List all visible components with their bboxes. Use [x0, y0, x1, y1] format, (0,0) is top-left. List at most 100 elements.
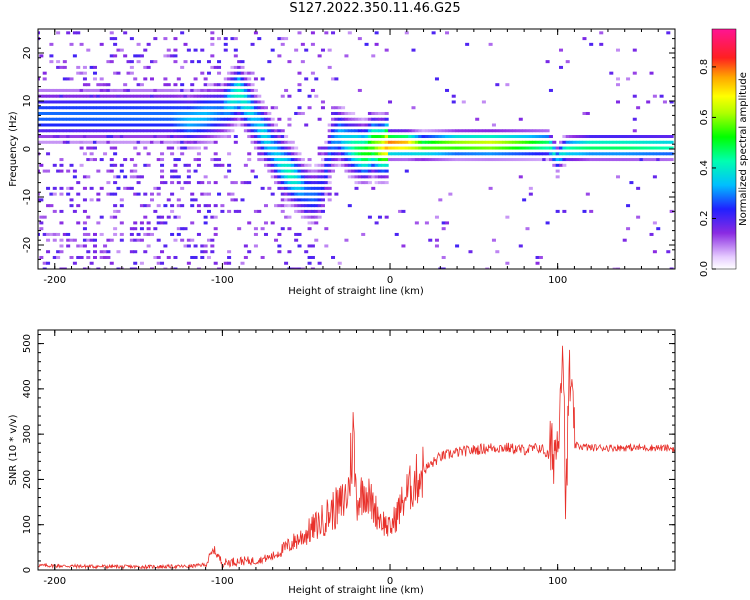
spectrogram-cell	[123, 117, 128, 121]
spectrogram-cell	[99, 140, 104, 144]
spectrogram-cell	[294, 209, 299, 213]
spectrogram-cell	[441, 227, 446, 231]
spectrogram-cell	[203, 146, 208, 150]
spectrogram-cell	[106, 106, 111, 110]
spectrogram-cell	[649, 140, 654, 144]
spectrogram-cell	[421, 146, 426, 150]
spectrogram-cell	[223, 117, 228, 121]
spectrogram-cell	[183, 111, 188, 115]
spectrogram-x-axis-label: Height of straight line (km)	[288, 286, 424, 297]
spectrogram-cell	[277, 129, 282, 133]
spectrogram-cell	[284, 175, 289, 179]
spectrogram-cell	[59, 94, 64, 98]
spectrogram-cell	[143, 94, 148, 98]
spectrogram-cell	[542, 152, 547, 156]
spectrogram-cell	[475, 135, 480, 139]
spectrogram-cell	[277, 163, 282, 167]
spectrogram-cell	[555, 163, 560, 167]
spectrogram-cell	[227, 117, 232, 121]
spectrogram-cell	[42, 267, 47, 269]
spectrogram-cell	[652, 250, 657, 254]
spectrogram-cell	[451, 158, 456, 162]
spectrogram-cell	[274, 204, 279, 208]
spectrogram-cell	[364, 123, 369, 127]
spectrogram-cell	[384, 117, 389, 121]
spectrogram-cell	[156, 261, 161, 265]
spectrogram-cell	[371, 135, 376, 139]
spectrogram-cell	[106, 129, 111, 133]
spectrogram-cell	[508, 140, 513, 144]
spectrogram-cell	[525, 135, 530, 139]
spectrogram-cell	[659, 135, 664, 139]
spectrogram-cell	[59, 123, 64, 127]
spectrogram-cell	[62, 140, 67, 144]
spectrogram-cell	[337, 117, 342, 121]
spectrogram-cell	[213, 227, 218, 231]
spectrogram-cell	[223, 37, 228, 41]
spectrogram-cell	[72, 169, 77, 173]
spectrogram-cell	[66, 100, 71, 104]
spectrogram-cell	[589, 140, 594, 144]
spectrogram-cell	[300, 111, 305, 115]
spectrogram-cell	[166, 117, 171, 121]
spectrogram-cell	[384, 215, 389, 219]
spectrogram-cell	[203, 129, 208, 133]
spectrogram-cell	[146, 42, 151, 46]
spectrogram-cell	[230, 117, 235, 121]
spectrogram-cell	[59, 163, 64, 167]
spectrogram-cell	[92, 88, 97, 92]
spectrogram-cell	[434, 152, 439, 156]
spectrogram-cell	[227, 152, 232, 156]
spectrogram-cell	[468, 140, 473, 144]
spectrogram-cell	[230, 94, 235, 98]
spectrogram-cell	[616, 152, 621, 156]
spectrogram-cell	[76, 221, 81, 225]
spectrogram-cell	[257, 111, 262, 115]
spectrogram-cell	[277, 158, 282, 162]
spectrogram-cell	[371, 163, 376, 167]
spectrogram-cell	[525, 158, 530, 162]
x-tick-label: -200	[43, 576, 66, 587]
spectrogram-cell	[481, 146, 486, 150]
spectrogram-cell	[223, 100, 228, 104]
spectrogram-cell	[508, 158, 513, 162]
spectrogram-cell	[310, 31, 315, 35]
spectrogram-cell	[196, 135, 201, 139]
spectrogram-cell	[320, 186, 325, 190]
spectrogram-cell	[294, 204, 299, 208]
spectrogram-cell	[176, 232, 181, 236]
spectrogram-cell	[180, 140, 185, 144]
spectrogram-cell	[217, 158, 222, 162]
spectrogram-cell	[377, 152, 382, 156]
spectrogram-cell	[52, 192, 57, 196]
spectrogram-cell	[334, 106, 339, 110]
spectrogram-cell	[109, 111, 114, 115]
spectrogram-cell	[173, 169, 178, 173]
spectrogram-cell	[170, 175, 175, 179]
spectrogram-cell	[344, 169, 349, 173]
spectrogram-cell	[170, 135, 175, 139]
spectrogram-cell	[374, 123, 379, 127]
spectrogram-cell	[76, 192, 81, 196]
spectrogram-cell	[89, 158, 94, 162]
spectrogram-cell	[421, 152, 426, 156]
spectrogram-cell	[180, 111, 185, 115]
spectrogram-cell	[220, 209, 225, 213]
spectrogram-cell	[243, 163, 248, 167]
spectrogram-cell	[113, 94, 118, 98]
spectrogram-cell	[46, 94, 51, 98]
spectrogram-cell	[300, 42, 305, 46]
spectrogram-cell	[193, 146, 198, 150]
spectrogram-cell	[56, 117, 61, 121]
spectrogram-cell	[263, 140, 268, 144]
spectrogram-cell	[257, 37, 262, 41]
spectrogram-cell	[89, 152, 94, 156]
spectrogram-cell	[133, 169, 138, 173]
spectrogram-cell	[284, 204, 289, 208]
spectrogram-cell	[297, 175, 302, 179]
spectrogram-cell	[280, 169, 285, 173]
spectrogram-cell	[377, 135, 382, 139]
spectrogram-cell	[461, 146, 466, 150]
spectrogram-cell	[146, 129, 151, 133]
spectrogram-cell	[431, 158, 436, 162]
